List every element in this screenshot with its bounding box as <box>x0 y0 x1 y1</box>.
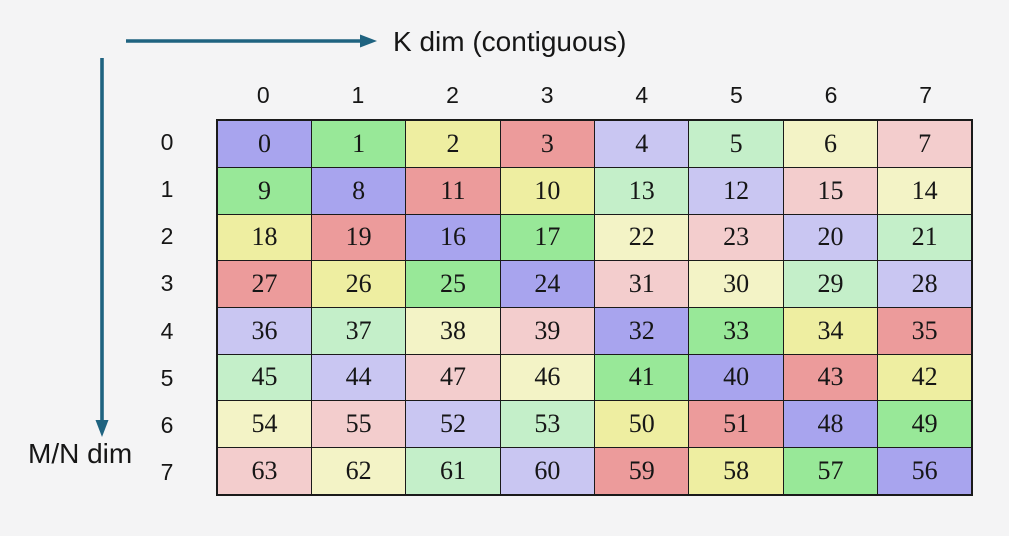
grid-cell: 52 <box>405 400 501 448</box>
grid-cell: 24 <box>499 260 596 308</box>
grid-cell: 8 <box>310 166 407 215</box>
grid-cell: 43 <box>782 353 879 402</box>
grid-cell: 23 <box>688 213 784 262</box>
grid-cell: 58 <box>688 446 784 496</box>
grid-cell: 0 <box>216 119 312 168</box>
grid-cell: 13 <box>593 166 690 215</box>
grid-cell: 25 <box>405 260 501 308</box>
col-header: 6 <box>824 82 838 108</box>
grid-row: 63 62 61 60 59 58 57 56 <box>216 446 973 496</box>
row-header: 3 <box>160 270 174 297</box>
grid-cell: 49 <box>877 400 973 448</box>
grid-cell: 4 <box>593 119 690 168</box>
row-headers: 0 1 2 3 4 5 6 7 <box>138 119 196 496</box>
grid-cell: 35 <box>877 306 973 355</box>
row-header: 2 <box>160 223 174 250</box>
grid-cell: 27 <box>216 260 312 308</box>
grid-cell: 45 <box>216 353 312 402</box>
col-header: 0 <box>256 82 270 108</box>
grid-cell: 19 <box>310 213 407 262</box>
grid-cell: 47 <box>405 353 501 402</box>
grid-cell: 1 <box>310 119 407 168</box>
grid-cell: 7 <box>877 119 973 168</box>
grid-cell: 20 <box>782 213 879 262</box>
col-header: 3 <box>540 82 554 108</box>
grid-cell: 21 <box>877 213 973 262</box>
row-header: 6 <box>160 411 174 438</box>
grid-cell: 9 <box>216 166 312 215</box>
col-header: 2 <box>446 82 459 108</box>
grid-cell: 41 <box>593 353 690 402</box>
grid-cell: 26 <box>310 260 407 308</box>
grid-cell: 33 <box>688 306 784 355</box>
grid-row: 9 8 11 10 13 12 15 14 <box>216 166 973 215</box>
grid-cell: 55 <box>310 400 407 448</box>
grid-cell: 57 <box>782 446 879 496</box>
grid-cell: 16 <box>405 213 501 262</box>
grid-cell: 39 <box>499 306 596 355</box>
grid-cell: 54 <box>216 400 312 448</box>
col-header: 1 <box>351 82 365 108</box>
grid-cell: 37 <box>310 306 407 355</box>
grid-cell: 12 <box>688 166 784 215</box>
grid-cell: 17 <box>499 213 596 262</box>
grid-cell: 14 <box>877 166 973 215</box>
grid-cell: 56 <box>877 446 973 496</box>
grid-row: 27 26 25 24 31 30 29 28 <box>216 260 973 308</box>
grid-row: 18 19 16 17 22 23 20 21 <box>216 213 973 262</box>
grid-cell: 38 <box>405 306 501 355</box>
grid-cell: 5 <box>688 119 784 168</box>
grid-cell: 59 <box>593 446 690 496</box>
matrix-grid: 0 1 2 3 4 5 6 7 9 8 11 10 13 12 15 14 18 19 16 17 22 23 20 21 27… <box>216 119 973 496</box>
grid-cell: 46 <box>499 353 596 402</box>
row-header: 1 <box>160 176 174 203</box>
k-dim-arrow-icon <box>126 34 377 48</box>
grid-cell: 10 <box>499 166 596 215</box>
grid-cell: 31 <box>593 260 690 308</box>
grid-cell: 53 <box>499 400 596 448</box>
grid-cell: 51 <box>688 400 784 448</box>
grid-cell: 32 <box>593 306 690 355</box>
grid-cell: 62 <box>310 446 407 496</box>
row-header: 7 <box>160 458 174 485</box>
grid-cell: 63 <box>216 446 312 496</box>
grid-cell: 28 <box>877 260 973 308</box>
grid-cell: 2 <box>405 119 501 168</box>
grid-cell: 30 <box>688 260 784 308</box>
grid-cell: 61 <box>405 446 501 496</box>
grid-cell: 15 <box>782 166 879 215</box>
col-header: 7 <box>919 82 933 108</box>
mn-dim-arrow-icon <box>95 58 109 437</box>
grid-cell: 40 <box>688 353 784 402</box>
grid-cell: 18 <box>216 213 312 262</box>
grid-cell: 42 <box>877 353 973 402</box>
grid-row: 54 55 52 53 50 51 48 49 <box>216 400 973 448</box>
grid-cell: 6 <box>782 119 879 168</box>
mn-dim-label: M/N dim <box>28 438 133 469</box>
grid-cell: 29 <box>782 260 879 308</box>
row-header: 4 <box>160 317 174 344</box>
grid-cell: 60 <box>499 446 596 496</box>
grid-row: 45 44 47 46 41 40 43 42 <box>216 353 973 402</box>
grid-cell: 11 <box>405 166 501 215</box>
grid-cell: 22 <box>593 213 690 262</box>
col-header: 5 <box>730 82 743 108</box>
row-header: 0 <box>160 129 174 156</box>
row-header: 5 <box>160 364 174 391</box>
grid-cell: 44 <box>310 353 407 402</box>
grid-cell: 34 <box>782 306 879 355</box>
column-headers: 0 1 2 3 4 5 6 7 <box>216 82 973 112</box>
grid-cell: 3 <box>499 119 596 168</box>
grid-row: 36 37 38 39 32 33 34 35 <box>216 306 973 355</box>
grid-cell: 50 <box>593 400 690 448</box>
col-header: 4 <box>635 82 649 108</box>
grid-cell: 48 <box>782 400 879 448</box>
grid-cell: 36 <box>216 306 312 355</box>
k-dim-label: K dim (contiguous) <box>393 26 627 57</box>
